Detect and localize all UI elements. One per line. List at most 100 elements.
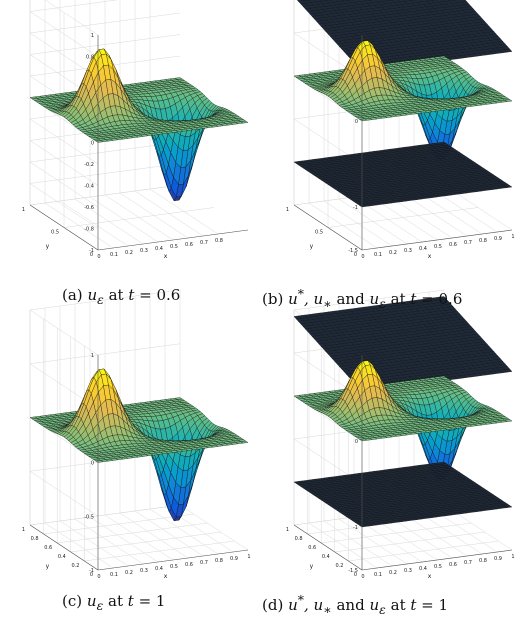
y-tick-label: 0	[354, 572, 357, 578]
z-tick-label: -0.5	[84, 514, 94, 520]
x-axis-label: x	[428, 253, 432, 260]
x-tick-label: 0.3	[140, 568, 148, 574]
z-tick-label: 0.8	[86, 55, 94, 61]
x-axis	[97, 229, 249, 251]
z-tick-label: 0	[355, 439, 358, 445]
y-axis	[29, 524, 99, 571]
z-tick-label: -1.5	[348, 568, 358, 574]
y-tick-label: 0.8	[295, 536, 303, 542]
x-tick-label: 0.7	[200, 560, 208, 566]
y-grid-line	[321, 522, 472, 544]
y-axis-label: y	[46, 563, 50, 570]
surface-cell	[504, 99, 513, 102]
x-tick-label: 0.8	[215, 558, 223, 564]
y-tick-label: 0	[90, 572, 93, 578]
z-tick-label: 1	[91, 33, 94, 39]
y-tick-label: 0	[354, 252, 357, 258]
y-grid-line	[327, 207, 479, 228]
x-tick-label: 0.8	[479, 558, 487, 564]
plot-d-svg: 10.50-0.5-1-1.500.10.20.30.40.50.60.70.8…	[286, 289, 515, 580]
y-tick-label: 0.2	[335, 563, 343, 569]
plot-b: 10.50-0.5-1-1.500.10.20.30.40.50.60.70.8…	[264, 0, 528, 275]
z-grid-line	[44, 0, 99, 36]
x-grid-line	[44, 522, 114, 569]
x-tick-label: 0.2	[125, 250, 133, 256]
z-tick-label: -0.6	[84, 205, 94, 211]
plot-a: 10.80.60.40.20-0.2-0.4-0.6-0.8-100.10.20…	[0, 0, 264, 275]
solution-surface	[293, 40, 513, 161]
x-tick-label: 0.9	[494, 556, 502, 562]
axes-box	[293, 35, 513, 251]
x-axis-label: x	[428, 573, 432, 580]
plot-d: 10.50-0.5-1-1.500.10.20.30.40.50.60.70.8…	[264, 289, 528, 595]
plot-b-svg: 10.50-0.5-1-1.500.10.20.30.40.50.60.70.8…	[286, 0, 515, 260]
x-tick-label: 1	[511, 234, 514, 240]
y-tick-label: 0.4	[322, 554, 330, 560]
x-tick-label: 1	[511, 554, 514, 560]
z-tick-label: -1	[353, 525, 358, 531]
x-tick-label: 0	[361, 574, 364, 580]
x-grid-line	[308, 522, 378, 569]
x-tick-label: 0.2	[125, 570, 133, 576]
x-tick-label: 0.4	[419, 566, 427, 572]
y-grid-line	[29, 184, 181, 206]
z-tick-label: -0.4	[84, 184, 94, 190]
z-tick-label: -1	[89, 568, 94, 574]
x-tick-label: 0.4	[155, 246, 163, 252]
z-tick-label: -1.5	[348, 248, 358, 254]
plot-a-svg: 10.80.60.40.20-0.2-0.4-0.6-0.8-100.10.20…	[22, 0, 249, 260]
x-axis-label: x	[164, 253, 168, 260]
y-grid-line	[57, 522, 208, 544]
y-grid-line	[43, 513, 194, 535]
x-tick-label: 0.9	[494, 236, 502, 242]
x-tick-label: 0	[97, 254, 100, 260]
x-tick-label: 0.7	[464, 240, 472, 246]
x-tick-label: 0.1	[110, 572, 118, 578]
y-tick-label: 0	[90, 252, 93, 258]
x-tick-label: 0.1	[374, 252, 382, 258]
y-tick-label: 0.4	[58, 554, 66, 560]
x-tick-label: 0.1	[374, 572, 382, 578]
x-tick-label: 0	[97, 574, 100, 580]
z-tick-label: 1	[91, 353, 94, 359]
y-axis	[293, 204, 363, 251]
y-axis-label: y	[310, 243, 314, 250]
x-tick-label: 1	[247, 554, 250, 560]
x-tick-label: 0.3	[404, 568, 412, 574]
y-grid-line	[84, 540, 235, 562]
x-axis-label: x	[164, 573, 168, 580]
y-tick-label: 0.2	[71, 563, 79, 569]
y-tick-label: 1	[22, 527, 25, 533]
x-grid-line	[119, 512, 189, 559]
x-grid-line	[134, 510, 204, 557]
z-tick-label: 0	[91, 461, 94, 467]
x-tick-label: 0	[361, 254, 364, 260]
y-tick-label: 0.5	[315, 230, 323, 236]
z-tick-label: -1	[89, 248, 94, 254]
x-tick-label: 0.5	[170, 244, 178, 250]
x-tick-label: 0.9	[230, 556, 238, 562]
z-tick-label: 0	[355, 119, 358, 125]
solution-surface	[29, 368, 249, 522]
y-tick-label: 1	[286, 527, 289, 533]
x-tick-label: 0.7	[464, 560, 472, 566]
y-tick-label: 0.5	[51, 230, 59, 236]
x-tick-label: 0.4	[155, 566, 163, 572]
x-tick-label: 0.3	[140, 248, 148, 254]
plane-surface	[293, 141, 513, 208]
y-tick-label: 0.6	[44, 545, 52, 551]
x-tick-label: 0.8	[479, 238, 487, 244]
y-grid-line	[63, 207, 215, 228]
y-tick-label: 1	[22, 207, 25, 213]
x-grid-line	[74, 518, 144, 565]
plane-surface	[296, 0, 513, 72]
x-grid-line	[59, 520, 129, 567]
y-axis	[29, 204, 99, 251]
surface-cell	[504, 185, 513, 188]
x-tick-label: 0.2	[389, 570, 397, 576]
x-grid-line	[104, 514, 174, 561]
x-tick-label: 0.6	[449, 562, 457, 568]
x-tick-label: 0.6	[185, 242, 193, 248]
plot-c: 10.50-0.5-100.10.20.30.40.50.60.70.80.91…	[0, 289, 264, 595]
x-tick-label: 0.5	[434, 564, 442, 570]
